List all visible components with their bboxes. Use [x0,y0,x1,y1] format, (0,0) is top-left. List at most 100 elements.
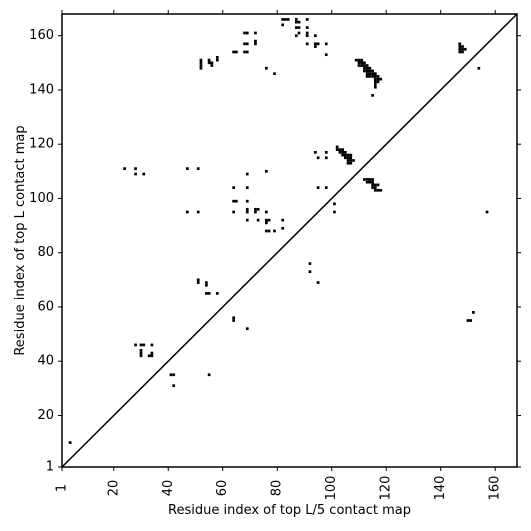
contact-point [210,64,214,67]
contact-point [215,58,219,62]
contact-point [243,31,246,35]
contact-point [232,210,235,214]
contact-point [294,34,298,38]
contact-point [245,42,249,46]
contact-point [254,210,257,214]
contact-point [294,26,298,29]
contact-point [472,311,475,314]
contact-point [264,218,268,222]
contact-point [245,199,249,203]
contact-point [343,156,347,160]
contact-point [142,343,146,347]
axis-ticks: 1 20 40 60 80 100 120 140 1601204060801001201401… [29,10,521,500]
contact-point [264,66,268,70]
contact-point [294,18,298,21]
contact-point [349,153,353,157]
contact-point [254,39,257,43]
contact-point [371,75,374,78]
contact-point [349,161,353,165]
contact-point [185,167,189,170]
contact-point [379,188,383,192]
contact-point [245,31,249,35]
contact-point [324,150,328,154]
x-tick-label: 140 [433,476,448,501]
contact-point [207,373,211,377]
contact-point [373,188,377,192]
contact-point [243,50,246,54]
contact-point [254,207,257,211]
y-tick-label: 120 [29,137,54,152]
contact-point [232,316,235,320]
contact-point [232,319,235,322]
contact-point [365,178,369,181]
contact-point [294,20,298,24]
contact-point [324,186,328,189]
contact-point [235,50,238,54]
contact-point [150,351,154,355]
contact-point [308,262,312,265]
contact-point [371,183,374,187]
contact-point [333,210,336,214]
contact-point [458,42,462,46]
contact-point [343,150,347,154]
contact-point [305,42,309,46]
contact-point [365,180,369,184]
contact-point [376,75,380,78]
contact-point [360,61,364,65]
contact-point [373,186,377,189]
contact-point [461,47,464,51]
contact-point [284,18,287,21]
contact-point [365,64,369,67]
contact-point [196,281,200,284]
contact-point [373,72,377,76]
contact-point [314,150,317,154]
contact-point [458,50,462,54]
contact-point [199,66,203,70]
contact-point [207,61,211,65]
contact-point [210,61,214,65]
contact-point [458,45,462,48]
contact-point [335,145,339,149]
x-tick-label: 100 [324,476,339,501]
contact-point [346,161,350,165]
contact-point [376,183,380,187]
x-tick-label: 80 [270,480,285,497]
contact-point [469,319,473,322]
contact-point [215,56,219,59]
contact-point [205,281,208,284]
contact-point [354,58,358,62]
contact-point [297,20,301,24]
contact-point [196,278,200,282]
contact-point [256,207,260,211]
contact-point [368,72,372,76]
contact-point [373,85,377,89]
contact-point [363,61,366,65]
contact-point [349,156,353,160]
contact-point [235,199,238,203]
contact-point [363,66,366,70]
contact-points [68,18,489,444]
contact-point [314,34,317,38]
contact-point [134,167,137,170]
contact-point [363,64,366,67]
contact-point [316,186,320,189]
x-tick-label: 60 [215,480,230,497]
contact-point [273,229,276,233]
contact-point [368,66,372,70]
contact-point [232,199,235,203]
contact-point [264,210,268,214]
contact-point [139,351,143,355]
contact-point [232,186,235,189]
contact-point [199,64,203,67]
x-tick-label: 120 [379,476,394,501]
contact-point [281,23,285,27]
contact-point [466,319,470,322]
contact-point [458,47,462,51]
contact-point [139,343,143,347]
contact-point [365,72,369,76]
contact-point [341,148,344,151]
y-tick-label: 80 [37,245,54,260]
contact-point [199,58,203,62]
contact-point [341,153,344,157]
contact-point [371,72,374,76]
